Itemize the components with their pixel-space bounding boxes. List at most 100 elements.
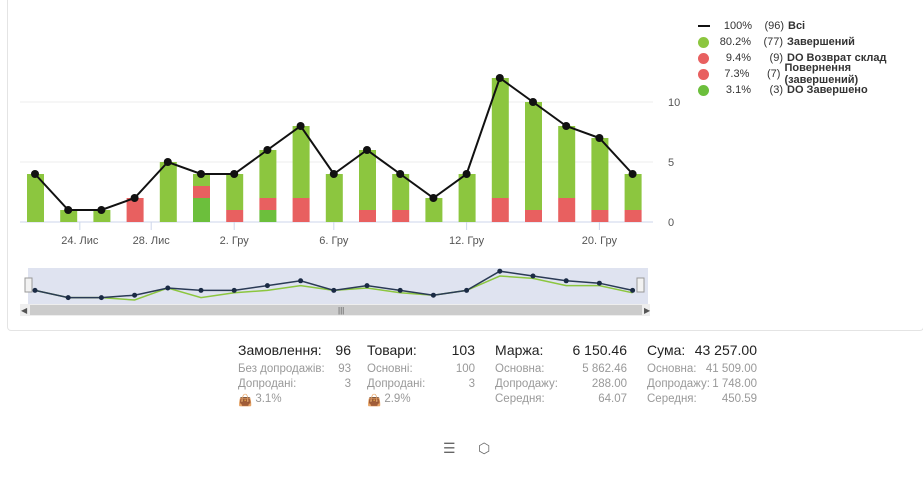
- scrollbar-grip: |||: [338, 306, 344, 315]
- legend-count: (77): [763, 36, 783, 48]
- list-icon[interactable]: ☰: [443, 440, 456, 456]
- stat-title: Сума:: [647, 342, 686, 358]
- y-tick-label: 0: [668, 217, 674, 229]
- bar-segment[interactable]: [60, 210, 78, 222]
- stat-title: Замовлення:: [238, 342, 322, 358]
- bar-segment[interactable]: [591, 210, 609, 222]
- bar-segment[interactable]: [193, 174, 210, 186]
- stat-row-value: 288.00: [591, 378, 627, 390]
- stat-row-value: 93: [338, 363, 351, 375]
- bar-segment[interactable]: [491, 78, 509, 198]
- bar-segment[interactable]: [193, 186, 210, 198]
- bar-segment[interactable]: [226, 174, 244, 210]
- total-point[interactable]: [296, 122, 305, 130]
- total-point[interactable]: [230, 170, 239, 178]
- stat-row-value: 3: [468, 378, 475, 390]
- bar-segment[interactable]: [359, 210, 376, 222]
- total-point[interactable]: [529, 98, 537, 106]
- legend-item[interactable]: 80.2% (77) Завершений: [698, 34, 923, 50]
- stat-row-label: Середня:: [647, 393, 697, 405]
- stat-row-label: Основна:: [495, 363, 545, 375]
- bar-segment[interactable]: [159, 162, 177, 222]
- stat-row-value: 450.59: [721, 393, 757, 405]
- legend-pct: 9.4%: [725, 52, 751, 64]
- legend: 100% (96) Всі 80.2% (77) Завершений 9.4% (9) DO …: [698, 18, 923, 98]
- bar-segment[interactable]: [591, 138, 609, 210]
- total-point[interactable]: [562, 122, 571, 130]
- bar-segment[interactable]: [392, 210, 410, 222]
- legend-label: DO Возврат склад: [787, 52, 887, 64]
- bar-segment[interactable]: [525, 102, 542, 210]
- stat-column: Замовлення: 96 Без допродажів: 93 Допродані:…: [238, 342, 351, 408]
- total-point[interactable]: [495, 74, 504, 82]
- bar-segment[interactable]: [558, 198, 576, 222]
- scroll-left-icon[interactable]: ◀: [21, 306, 28, 315]
- navigator-point: [497, 268, 503, 274]
- stat-row-label: Основні:: [367, 363, 413, 375]
- bar-segment[interactable]: [292, 126, 310, 198]
- stat-row-value: 64.07: [598, 393, 627, 405]
- total-point[interactable]: [396, 170, 405, 178]
- bar-segment[interactable]: [193, 198, 210, 222]
- total-point[interactable]: [628, 170, 637, 178]
- stats: Замовлення: 96 Без допродажів: 93 Допродані:…: [238, 342, 757, 408]
- total-point[interactable]: [263, 146, 272, 154]
- scroll-right-icon[interactable]: ▶: [644, 306, 651, 315]
- bar-segment[interactable]: [525, 210, 542, 222]
- x-tick-label: 6. Гру: [319, 235, 349, 247]
- bar-segment[interactable]: [226, 210, 244, 222]
- x-tick-label: 24. Лис: [61, 235, 99, 247]
- total-point[interactable]: [130, 194, 139, 202]
- chart: 0 5 10 24. Лис 28. Лис 2. Гру 6. Гру 12. Гру 20.…: [20, 74, 680, 316]
- total-point[interactable]: [329, 170, 338, 178]
- navigator-point: [331, 287, 337, 293]
- bar-segment[interactable]: [259, 198, 277, 210]
- total-point[interactable]: [429, 194, 438, 202]
- legend-label: Повернення (завершений): [784, 62, 859, 86]
- legend-count: (9): [769, 52, 783, 64]
- bar-segment[interactable]: [392, 174, 410, 210]
- total-point[interactable]: [64, 206, 73, 214]
- bar-segment[interactable]: [126, 198, 144, 222]
- bar-segment[interactable]: [27, 174, 44, 222]
- total-point[interactable]: [595, 134, 604, 142]
- navigator-handle[interactable]: [24, 277, 33, 293]
- stat-value: 43 257.00: [694, 342, 757, 358]
- x-tick-label: 12. Гру: [449, 235, 485, 247]
- bar-segment[interactable]: [558, 126, 576, 198]
- legend-marker-icon: [698, 68, 709, 80]
- navigator-point: [198, 287, 204, 293]
- navigator-point: [563, 278, 569, 284]
- bar-segment[interactable]: [458, 174, 476, 222]
- legend-item[interactable]: 100% (96) Всі: [698, 18, 923, 34]
- legend-item[interactable]: 3.1% (3) DO Завершено: [698, 82, 923, 98]
- bar-segment[interactable]: [624, 174, 642, 210]
- legend-count: (96): [764, 20, 784, 32]
- navigator-handle[interactable]: [636, 277, 645, 293]
- legend-item[interactable]: 9.4% (9) DO Возврат склад: [698, 50, 923, 66]
- total-point[interactable]: [163, 158, 172, 166]
- bar-segment[interactable]: [425, 198, 443, 222]
- scrollbar-thumb[interactable]: [30, 305, 642, 315]
- bar-segment[interactable]: [325, 174, 343, 222]
- box-icon[interactable]: ⬡: [478, 440, 491, 456]
- bar-segment[interactable]: [624, 210, 642, 222]
- bar-segment[interactable]: [359, 150, 376, 210]
- legend-item[interactable]: 7.3% (7) Повернення (завершений): [698, 62, 923, 86]
- navigator-range[interactable]: [28, 268, 648, 304]
- x-tick-label: 20. Гру: [582, 235, 618, 247]
- total-point[interactable]: [31, 170, 39, 178]
- bar-segment[interactable]: [93, 210, 111, 222]
- stat-column: Товари: 103 Основні: 100 Допродані: 3 👜 2.9%: [367, 342, 475, 408]
- total-point[interactable]: [462, 170, 471, 178]
- total-point[interactable]: [197, 170, 205, 178]
- bar-segment[interactable]: [259, 210, 277, 222]
- bar-segment[interactable]: [491, 198, 509, 222]
- x-tick-label: 28. Лис: [133, 235, 171, 247]
- bar-segment[interactable]: [292, 198, 310, 222]
- total-point[interactable]: [97, 206, 106, 214]
- legend-label: Завершений: [787, 36, 855, 48]
- total-point[interactable]: [363, 146, 371, 154]
- legend-count: (7): [767, 68, 781, 80]
- bar-segment[interactable]: [259, 150, 277, 198]
